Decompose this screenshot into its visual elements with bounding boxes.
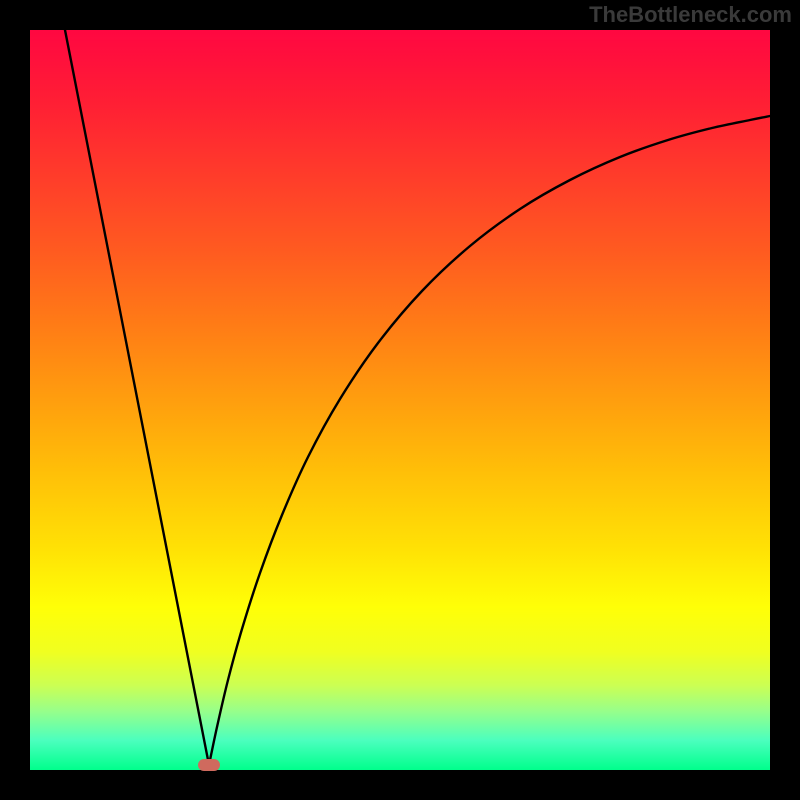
bottleneck-curve-chart [0, 0, 800, 800]
minimum-marker [198, 759, 220, 771]
watermark-text: TheBottleneck.com [589, 2, 792, 28]
gradient-background [30, 30, 770, 770]
chart-container: { "watermark": { "text": "TheBottleneck.… [0, 0, 800, 800]
